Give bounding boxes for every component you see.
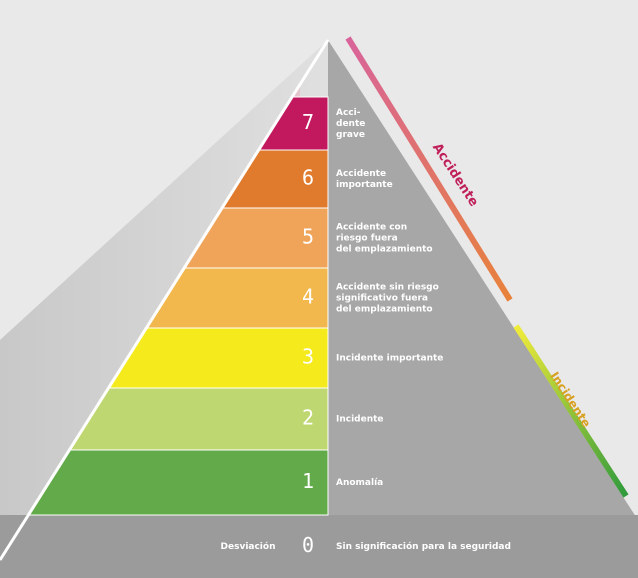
level-label: del emplazamiento	[336, 245, 433, 255]
ines-pyramid: 0 Desviación Sin significación para la seg…	[0, 0, 638, 578]
level-number: 4	[302, 285, 314, 309]
level-left-label: Desviación	[221, 541, 276, 552]
level-band	[28, 450, 328, 515]
level-label: grave	[336, 130, 365, 140]
level-label: Incidente	[336, 415, 384, 425]
level-band	[0, 515, 638, 578]
level-label: Accidente con	[336, 223, 407, 233]
level-number: 5	[302, 225, 314, 249]
level-label: importante	[336, 180, 393, 190]
level-number: 6	[302, 166, 314, 190]
level-label: dente	[336, 119, 365, 129]
level-number: 3	[302, 345, 314, 369]
level-label: del emplazamiento	[336, 305, 433, 315]
level-label: Acci-	[336, 108, 361, 118]
level-label: Accidente sin riesgo	[336, 283, 439, 293]
level-label: Accidente	[336, 169, 386, 179]
level-number: 0	[302, 533, 314, 557]
level-label: riesgo fuera	[336, 234, 398, 244]
level-number: 2	[302, 406, 314, 430]
level-label: Incidente importante	[336, 354, 443, 364]
level-number: 7	[302, 110, 314, 134]
level-label: Anomalía	[336, 478, 383, 488]
level-band	[69, 388, 328, 450]
level-label: Sin significación para la seguridad	[336, 541, 511, 552]
level-label: significativo fuera	[336, 294, 428, 304]
level-number: 1	[302, 469, 314, 493]
